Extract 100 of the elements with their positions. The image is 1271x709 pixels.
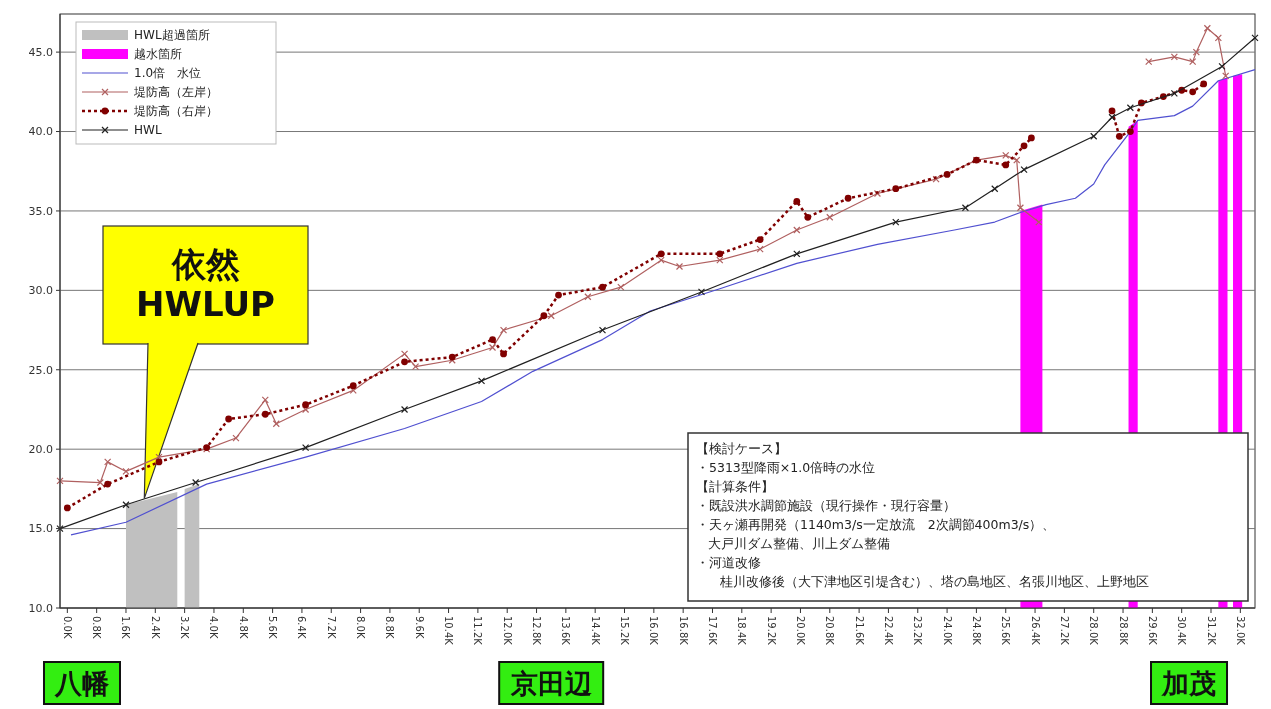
point <box>657 250 665 258</box>
x-tick-label: 18.4K <box>736 616 748 646</box>
point <box>1218 62 1226 71</box>
x-tick-label: 2.4K <box>149 616 161 639</box>
point <box>349 382 357 390</box>
point <box>349 386 357 395</box>
x-tick-label: 10.4K <box>443 616 455 646</box>
x-tick-label: 17.6K <box>706 616 718 646</box>
point <box>1200 80 1208 88</box>
point <box>477 377 486 385</box>
point <box>540 312 548 320</box>
x-tick-label: 13.6K <box>560 616 572 646</box>
x-tick-label: 29.6K <box>1146 616 1158 646</box>
point <box>122 501 130 509</box>
point <box>1126 128 1134 135</box>
point <box>1002 151 1010 159</box>
y-tick-label: 20.0 <box>28 443 53 457</box>
x-tick-label: 24.8K <box>970 616 982 646</box>
x-tick-label: 4.8K <box>237 616 249 639</box>
point <box>155 458 163 466</box>
point <box>225 415 233 423</box>
point <box>1214 34 1222 42</box>
x-tick-label: 20.8K <box>824 616 836 646</box>
legend-label: HWL <box>134 123 162 138</box>
x-tick-label: 16.8K <box>677 616 689 646</box>
point <box>302 401 309 409</box>
point <box>756 236 764 243</box>
y-tick-label: 15.0 <box>28 522 53 536</box>
legend-label: 堤防高（右岸） <box>133 104 218 119</box>
x-tick-label: 24.0K <box>941 616 953 646</box>
x-tick-label: 15.2K <box>619 616 631 646</box>
point <box>1170 53 1178 61</box>
point <box>584 293 592 301</box>
legend-label: 堤防高（左岸） <box>133 85 218 100</box>
point <box>1035 218 1043 226</box>
point <box>943 171 951 178</box>
x-tick-label: 25.6K <box>1000 616 1012 646</box>
legend-label: 越水箇所 <box>134 47 182 62</box>
point <box>122 467 130 476</box>
point <box>1192 48 1200 56</box>
x-tick-label: 11.2K <box>472 616 484 646</box>
x-tick-label: 5.6K <box>267 616 279 639</box>
annotation: 大戸川ダム整備、川上ダム整備 <box>708 536 890 551</box>
point <box>961 204 970 212</box>
point <box>1020 142 1028 150</box>
annotation: ・河道改修 <box>696 555 761 570</box>
x-tick-label: 20.0K <box>794 616 806 646</box>
point <box>804 213 812 221</box>
point <box>261 410 269 418</box>
point <box>401 358 408 366</box>
y-tick-label: 45.0 <box>28 45 53 59</box>
x-tick-label: 31.2K <box>1205 616 1217 646</box>
x-tick-label: 8.8K <box>384 616 396 639</box>
annotation: ・天ヶ瀬再開発（1140m3/s一定放流 2次調節400m3/s）、 <box>696 517 1056 532</box>
x-tick-label: 32.0K <box>1234 616 1246 646</box>
annotation: 依然 HWLUP <box>136 244 275 324</box>
point <box>63 504 71 512</box>
point <box>1016 204 1024 212</box>
x-tick-label: 27.2K <box>1058 616 1070 646</box>
point <box>1013 156 1021 164</box>
point <box>500 350 507 358</box>
legend-label: HWL超過箇所 <box>134 28 210 43</box>
point <box>104 458 112 466</box>
point <box>96 478 104 487</box>
point <box>793 226 801 234</box>
y-tick-label: 10.0 <box>28 601 53 615</box>
text: 八幡 <box>53 668 110 700</box>
text: 加茂 <box>1161 668 1217 700</box>
x-tick-label: 6.4K <box>296 616 308 639</box>
annotation: 桂川改修後（大下津地区引堤含む）、塔の島地区、名張川地区、上野地区 <box>719 574 1149 589</box>
y-tick-label: 25.0 <box>28 363 53 377</box>
point <box>1108 113 1116 121</box>
point <box>756 245 764 253</box>
y-tick-label: 40.0 <box>28 125 53 139</box>
x-tick-label: 0.8K <box>91 616 103 639</box>
x-tick-label: 28.0K <box>1088 616 1100 646</box>
annotation: 【検討ケース】 <box>696 441 787 456</box>
annotation: 【計算条件】 <box>696 479 774 494</box>
annotation: ・5313型降雨×1.0倍時の水位 <box>696 460 876 475</box>
point <box>598 326 607 334</box>
point <box>489 336 496 343</box>
point <box>104 480 112 488</box>
y-tick-label: 35.0 <box>28 204 53 218</box>
x-tick-label: 3.2K <box>179 616 191 639</box>
x-tick-label: 21.6K <box>853 616 865 646</box>
point <box>716 250 724 258</box>
point <box>697 288 706 296</box>
x-tick-label: 30.4K <box>1176 616 1188 646</box>
point <box>400 350 409 358</box>
x-tick-label: 26.4K <box>1029 616 1041 646</box>
point <box>1108 107 1116 115</box>
point <box>1028 134 1035 142</box>
point <box>1251 34 1259 42</box>
x-tick-label: 22.4K <box>882 616 894 646</box>
point <box>261 396 269 404</box>
point <box>844 194 852 202</box>
point <box>1020 166 1028 174</box>
point <box>1189 88 1197 96</box>
legend-label: 1.0倍 水位 <box>134 66 202 81</box>
point <box>599 283 606 291</box>
